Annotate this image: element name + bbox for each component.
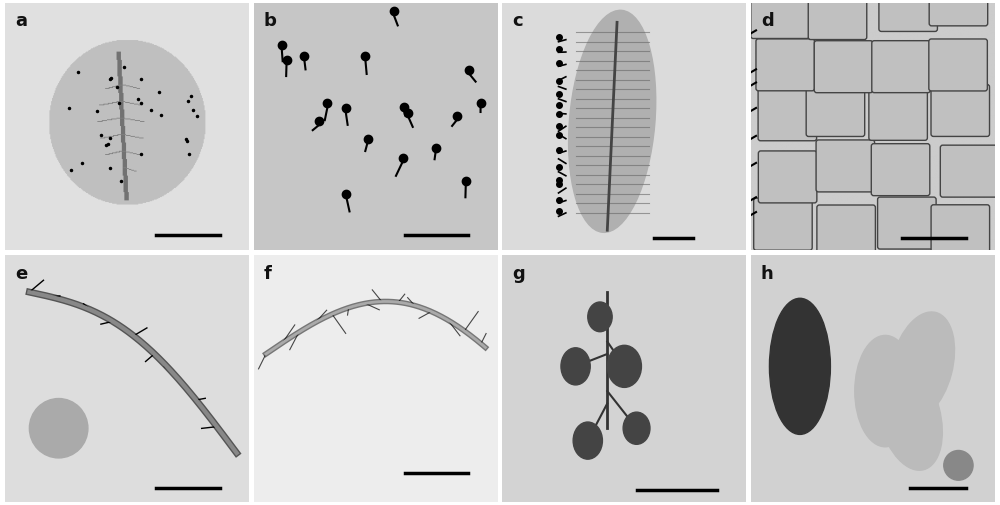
Text: h: h (761, 265, 774, 283)
Ellipse shape (573, 422, 602, 459)
FancyBboxPatch shape (806, 84, 865, 136)
FancyBboxPatch shape (814, 41, 873, 93)
FancyBboxPatch shape (751, 0, 809, 38)
FancyBboxPatch shape (931, 84, 990, 136)
Ellipse shape (855, 335, 916, 447)
FancyBboxPatch shape (758, 151, 817, 203)
Ellipse shape (561, 348, 590, 385)
Ellipse shape (877, 362, 942, 470)
FancyBboxPatch shape (940, 145, 999, 197)
FancyBboxPatch shape (754, 198, 812, 250)
Text: f: f (263, 265, 271, 283)
Circle shape (944, 450, 973, 480)
FancyBboxPatch shape (929, 39, 987, 91)
Ellipse shape (889, 312, 955, 421)
Ellipse shape (569, 10, 656, 232)
Text: b: b (263, 13, 276, 30)
Ellipse shape (588, 302, 612, 332)
Text: e: e (15, 265, 27, 283)
Text: d: d (761, 13, 774, 30)
Text: a: a (15, 13, 27, 30)
FancyBboxPatch shape (817, 205, 875, 257)
FancyBboxPatch shape (869, 88, 927, 140)
FancyBboxPatch shape (816, 140, 875, 192)
FancyBboxPatch shape (758, 89, 817, 141)
FancyBboxPatch shape (756, 39, 814, 91)
Ellipse shape (623, 412, 650, 444)
FancyBboxPatch shape (808, 0, 867, 39)
FancyBboxPatch shape (931, 205, 990, 257)
Ellipse shape (607, 345, 641, 387)
FancyBboxPatch shape (872, 41, 930, 92)
FancyBboxPatch shape (871, 144, 930, 195)
Text: c: c (512, 13, 523, 30)
Text: g: g (512, 265, 525, 283)
FancyBboxPatch shape (878, 197, 936, 249)
Circle shape (29, 398, 88, 458)
FancyBboxPatch shape (879, 0, 937, 31)
Ellipse shape (769, 298, 830, 434)
FancyBboxPatch shape (929, 0, 988, 26)
